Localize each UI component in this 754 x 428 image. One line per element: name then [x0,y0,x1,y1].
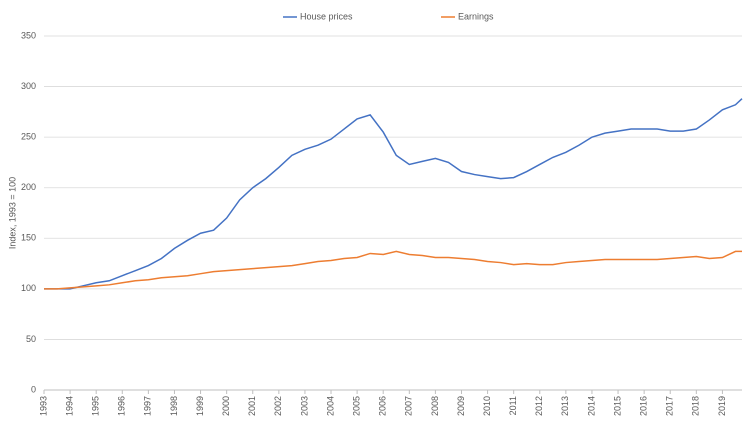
x-tick-label: 2018 [691,396,701,416]
y-axis-label: Index, 1993 = 100 [7,177,17,249]
x-tick-label: 2010 [482,396,492,416]
series-line [44,98,743,290]
y-tick-label: 250 [21,132,36,142]
x-tick-label: 2014 [586,396,596,416]
y-tick-label: 300 [21,81,36,91]
legend-label: House prices [300,11,353,21]
x-tick-label: 2009 [456,396,466,416]
x-tick-label: 2008 [430,396,440,416]
x-tick-label: 2013 [560,396,570,416]
y-tick-label: 100 [21,283,36,293]
x-tick-label: 2005 [351,396,361,416]
x-tick-label: 2001 [247,396,257,416]
x-tick-label: 2015 [612,396,622,416]
y-tick-label: 50 [26,334,36,344]
x-tick-label: 2007 [404,396,414,416]
x-tick-label: 1997 [143,396,153,416]
x-tick-label: 2004 [325,396,335,416]
x-tick-label: 1999 [195,396,205,416]
y-tick-label: 200 [21,182,36,192]
x-tick-label: 2011 [508,396,518,415]
x-tick-label: 2012 [534,396,544,416]
x-tick-label: 2000 [221,396,231,416]
x-tick-label: 1996 [117,396,127,416]
x-tick-label: 2019 [717,396,727,416]
legend-label: Earnings [458,11,494,21]
x-tick-label: 2016 [639,396,649,416]
y-tick-label: 350 [21,30,36,40]
x-tick-label: 1993 [38,396,48,416]
x-tick-label: 1994 [64,396,74,416]
x-tick-label: 1995 [91,396,101,416]
x-tick-label: 2003 [299,396,309,416]
y-tick-label: 0 [31,384,36,394]
x-tick-label: 2006 [378,396,388,416]
series-line [44,250,742,290]
y-tick-label: 150 [21,233,36,243]
x-tick-label: 2002 [273,396,283,416]
x-tick-label: 2017 [665,396,675,416]
x-tick-label: 1998 [169,396,179,416]
